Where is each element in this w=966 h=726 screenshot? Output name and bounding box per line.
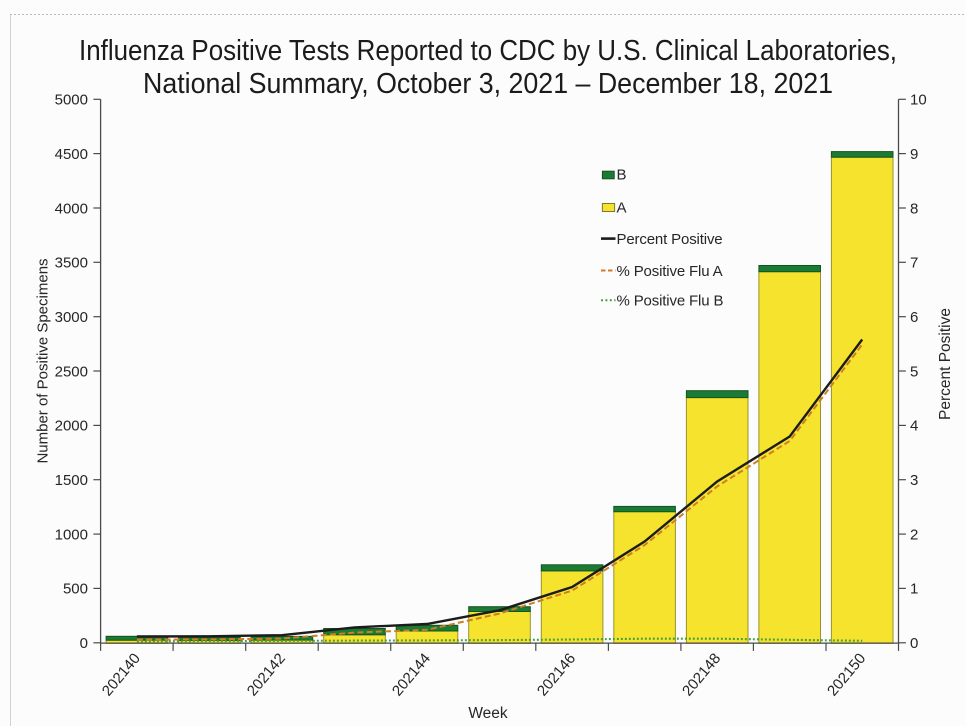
svg-text:0: 0 bbox=[80, 635, 88, 652]
svg-text:0: 0 bbox=[910, 635, 918, 652]
svg-text:8: 8 bbox=[910, 200, 918, 217]
svg-text:4: 4 bbox=[910, 418, 918, 435]
svg-text:3: 3 bbox=[910, 472, 918, 489]
svg-text:Influenza Positive Tests Repor: Influenza Positive Tests Reported to CDC… bbox=[79, 35, 897, 67]
svg-text:4000: 4000 bbox=[55, 200, 88, 217]
svg-text:1000: 1000 bbox=[55, 526, 88, 543]
svg-text:500: 500 bbox=[63, 581, 88, 598]
svg-text:3000: 3000 bbox=[55, 309, 88, 326]
svg-text:B: B bbox=[617, 167, 627, 184]
svg-text:Percent Positive: Percent Positive bbox=[617, 231, 723, 248]
svg-text:2500: 2500 bbox=[55, 363, 88, 380]
svg-text:9: 9 bbox=[910, 146, 918, 163]
svg-text:4500: 4500 bbox=[55, 146, 88, 163]
svg-text:Number of Positive Specimens: Number of Positive Specimens bbox=[35, 258, 52, 463]
svg-text:Percent Positive: Percent Positive bbox=[937, 308, 954, 420]
svg-text:7: 7 bbox=[910, 255, 918, 272]
svg-text:10: 10 bbox=[910, 92, 927, 109]
svg-text:% Positive Flu A: % Positive Flu A bbox=[617, 263, 723, 280]
svg-text:A: A bbox=[617, 200, 627, 217]
svg-text:1: 1 bbox=[910, 581, 918, 598]
svg-text:% Positive Flu B: % Positive Flu B bbox=[617, 293, 724, 310]
svg-text:2000: 2000 bbox=[55, 418, 88, 435]
svg-text:6: 6 bbox=[910, 309, 918, 326]
svg-text:5: 5 bbox=[910, 363, 918, 380]
svg-text:3500: 3500 bbox=[55, 255, 88, 272]
svg-text:2: 2 bbox=[910, 526, 918, 543]
svg-text:1500: 1500 bbox=[55, 472, 88, 489]
svg-text:National Summary, October 3, 2: National Summary, October 3, 2021 – Dece… bbox=[143, 68, 833, 100]
svg-text:5000: 5000 bbox=[55, 92, 88, 109]
svg-text:Week: Week bbox=[468, 705, 508, 722]
